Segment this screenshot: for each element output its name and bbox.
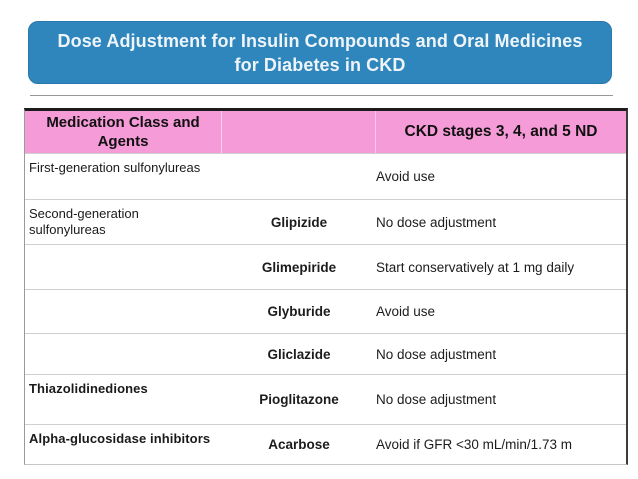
cell-medication-class bbox=[25, 245, 222, 289]
table-row: Gliclazide No dose adjustment bbox=[25, 333, 626, 374]
cell-agent: Acarbose bbox=[268, 437, 330, 452]
cell-medication-class: Thiazolidinediones bbox=[29, 381, 148, 396]
cell-agent: Glyburide bbox=[267, 304, 331, 319]
slide-title-banner: Dose Adjustment for Insulin Compounds an… bbox=[28, 21, 612, 84]
cell-medication-class bbox=[25, 290, 222, 333]
table-row: Glyburide Avoid use bbox=[25, 289, 626, 333]
cell-agent: Gliclazide bbox=[267, 346, 331, 362]
cell-agent: Pioglitazone bbox=[259, 392, 339, 407]
header-ckd-stages: CKD stages 3, 4, and 5 ND bbox=[404, 123, 598, 140]
cell-recommendation: No dose adjustment bbox=[376, 392, 497, 407]
cell-medication-class: Second-generation sulfonylureas bbox=[29, 206, 139, 237]
cell-recommendation: Avoid use bbox=[376, 169, 436, 184]
cell-recommendation: Avoid use bbox=[376, 304, 436, 319]
header-agents-spacer bbox=[222, 111, 376, 153]
cell-agent: Glipizide bbox=[270, 214, 328, 230]
cell-recommendation: Avoid if GFR <30 mL/min/1.73 m bbox=[376, 437, 572, 452]
slide-title-line-2: for Diabetes in CKD bbox=[234, 54, 406, 75]
slide-title-line-1: Dose Adjustment for Insulin Compounds an… bbox=[57, 30, 583, 51]
table-row: Glimepiride Start conservatively at 1 mg… bbox=[25, 244, 626, 289]
dose-adjustment-table: Medication Class and Agents CKD stages 3… bbox=[24, 108, 628, 465]
divider-line bbox=[30, 95, 613, 96]
header-medication-class: Medication Class and Agents bbox=[25, 111, 222, 153]
cell-recommendation: No dose adjustment bbox=[376, 214, 497, 230]
table-header-row: Medication Class and Agents CKD stages 3… bbox=[25, 111, 626, 153]
cell-recommendation: Start conservatively at 1 mg daily bbox=[376, 259, 575, 275]
table-row: Alpha-glucosidase inhibitors Acarbose Av… bbox=[25, 424, 626, 464]
cell-medication-class: Alpha-glucosidase inhibitors bbox=[29, 431, 211, 446]
cell-agent bbox=[222, 154, 376, 199]
cell-recommendation: No dose adjustment bbox=[376, 346, 497, 362]
table-row: First-generation sulfonylureas Avoid use bbox=[25, 153, 626, 199]
cell-medication-class bbox=[25, 334, 222, 374]
cell-medication-class: First-generation sulfonylureas bbox=[29, 160, 201, 175]
cell-agent: Glimepiride bbox=[261, 259, 337, 275]
table-row: Second-generation sulfonylureas Glipizid… bbox=[25, 199, 626, 244]
table-row: Thiazolidinediones Pioglitazone No dose … bbox=[25, 374, 626, 424]
